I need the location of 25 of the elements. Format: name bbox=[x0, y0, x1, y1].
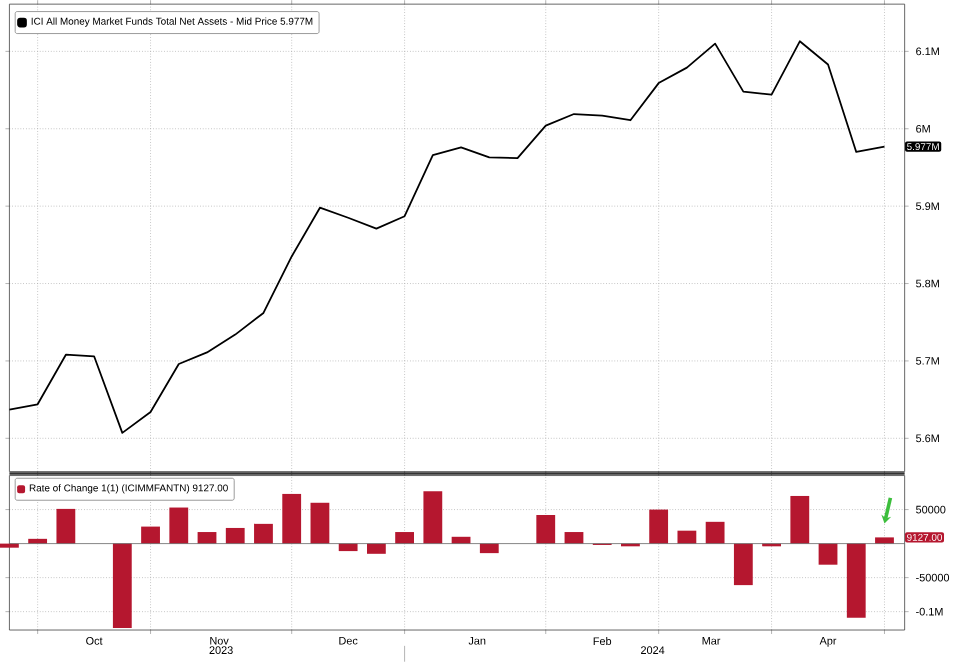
line-series bbox=[8, 40, 886, 434]
bar bbox=[423, 491, 443, 544]
bar bbox=[790, 496, 810, 544]
bar bbox=[705, 521, 725, 544]
bar bbox=[564, 532, 584, 544]
bar bbox=[846, 543, 866, 618]
bar bbox=[677, 530, 697, 544]
bar bbox=[875, 537, 894, 544]
bar bbox=[254, 524, 273, 544]
bar bbox=[649, 509, 669, 544]
bar bbox=[310, 502, 330, 544]
bar bbox=[366, 543, 386, 554]
bar bbox=[225, 528, 245, 544]
bar bbox=[536, 515, 556, 544]
bar bbox=[112, 543, 132, 629]
bar bbox=[282, 494, 302, 544]
bar bbox=[197, 532, 217, 544]
bar bbox=[141, 526, 160, 544]
bar bbox=[479, 543, 499, 554]
bar bbox=[395, 532, 415, 544]
bar bbox=[56, 509, 76, 544]
bar bbox=[733, 543, 753, 586]
bar bbox=[338, 543, 358, 552]
bar bbox=[818, 543, 838, 565]
bar bbox=[169, 507, 189, 544]
